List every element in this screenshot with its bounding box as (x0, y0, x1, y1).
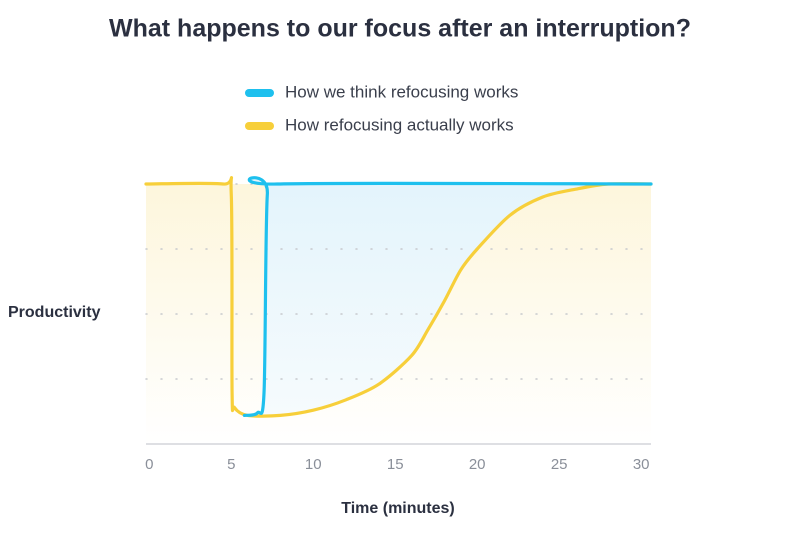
legend-label: How we think refocusing works (285, 82, 518, 101)
x-tick-label: 0 (145, 456, 153, 473)
x-tick-label: 30 (633, 456, 650, 473)
x-tick-label: 20 (469, 456, 486, 473)
chart-title: What happens to our focus after an inter… (109, 15, 691, 43)
y-axis-label: Productivity (8, 304, 101, 321)
x-axis-label: Time (minutes) (341, 500, 455, 517)
gap-area (244, 177, 651, 416)
x-tick-label: 10 (305, 456, 322, 473)
x-tick-label: 25 (551, 456, 568, 473)
series-line (144, 176, 653, 418)
series-line (242, 176, 653, 417)
legend-label: How refocusing actually works (285, 115, 514, 134)
x-tick-label: 5 (227, 456, 235, 473)
x-tick-label: 15 (387, 456, 404, 473)
